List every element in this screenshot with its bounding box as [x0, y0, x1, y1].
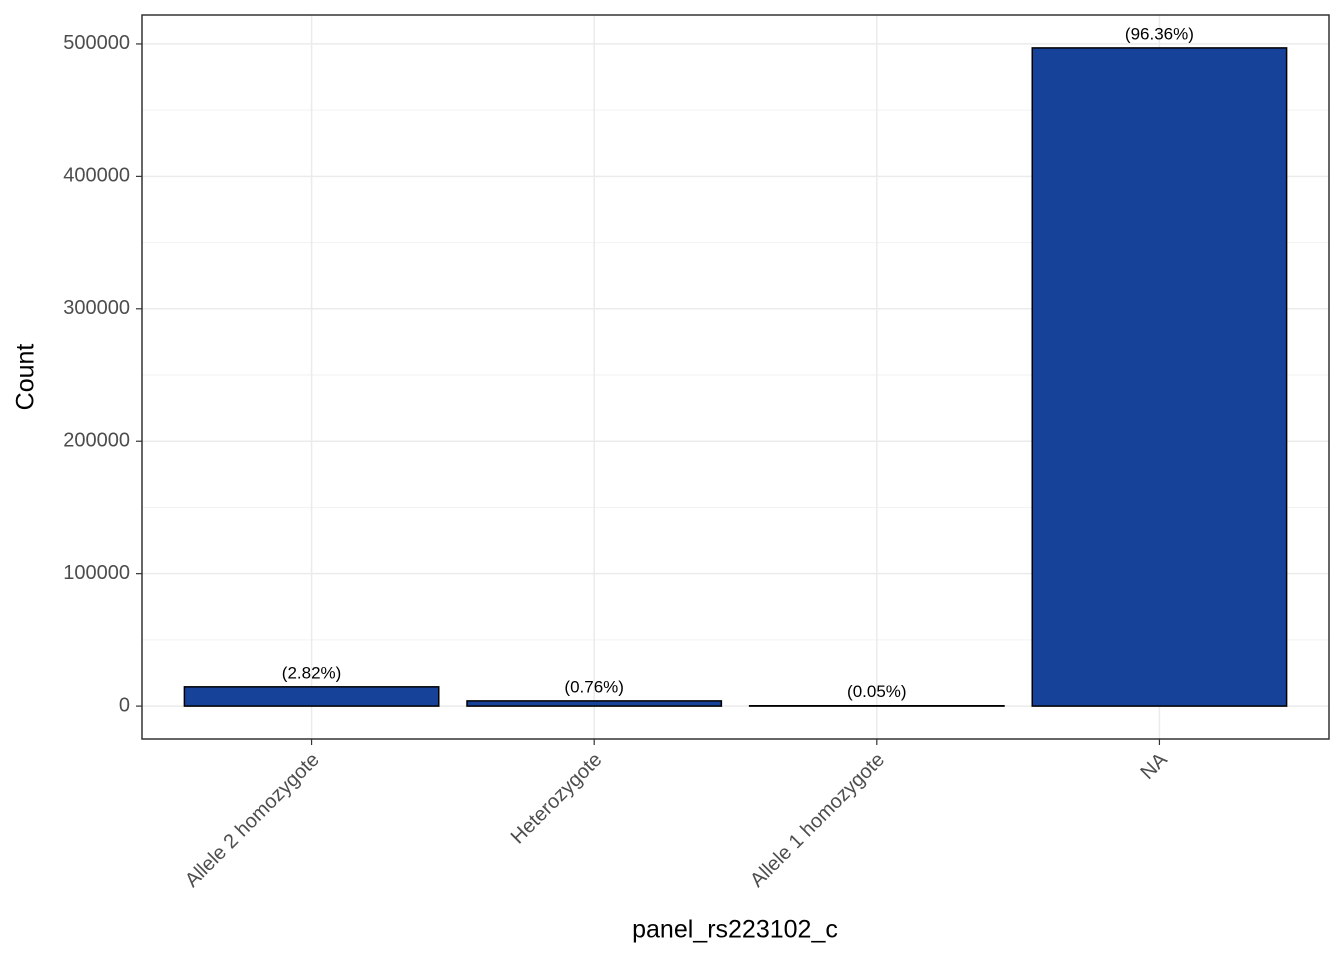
percentage-label: (0.05%) [847, 682, 907, 701]
x-tick-label: NA [1136, 748, 1172, 784]
y-tick-label: 200000 [63, 430, 130, 452]
y-tick-label: 300000 [63, 297, 130, 319]
y-axis-title: Count [12, 344, 40, 411]
y-tick-label: 500000 [63, 32, 130, 54]
percentage-label: (96.36%) [1125, 24, 1194, 43]
bar [1032, 48, 1286, 706]
y-tick-label: 0 [119, 694, 130, 716]
bar [184, 687, 438, 706]
percentage-label: (0.76%) [564, 677, 624, 696]
y-tick-label: 400000 [63, 165, 130, 187]
x-axis-title: panel_rs223102_c [632, 916, 838, 944]
x-tick-label: Allele 1 homozygote [746, 749, 889, 892]
bar [467, 701, 721, 706]
y-tick-label: 100000 [63, 562, 130, 584]
percentage-label: (2.82%) [282, 663, 342, 682]
x-tick-label: Allele 2 homozygote [181, 749, 324, 892]
x-tick-label: Heterozygote [507, 749, 607, 849]
